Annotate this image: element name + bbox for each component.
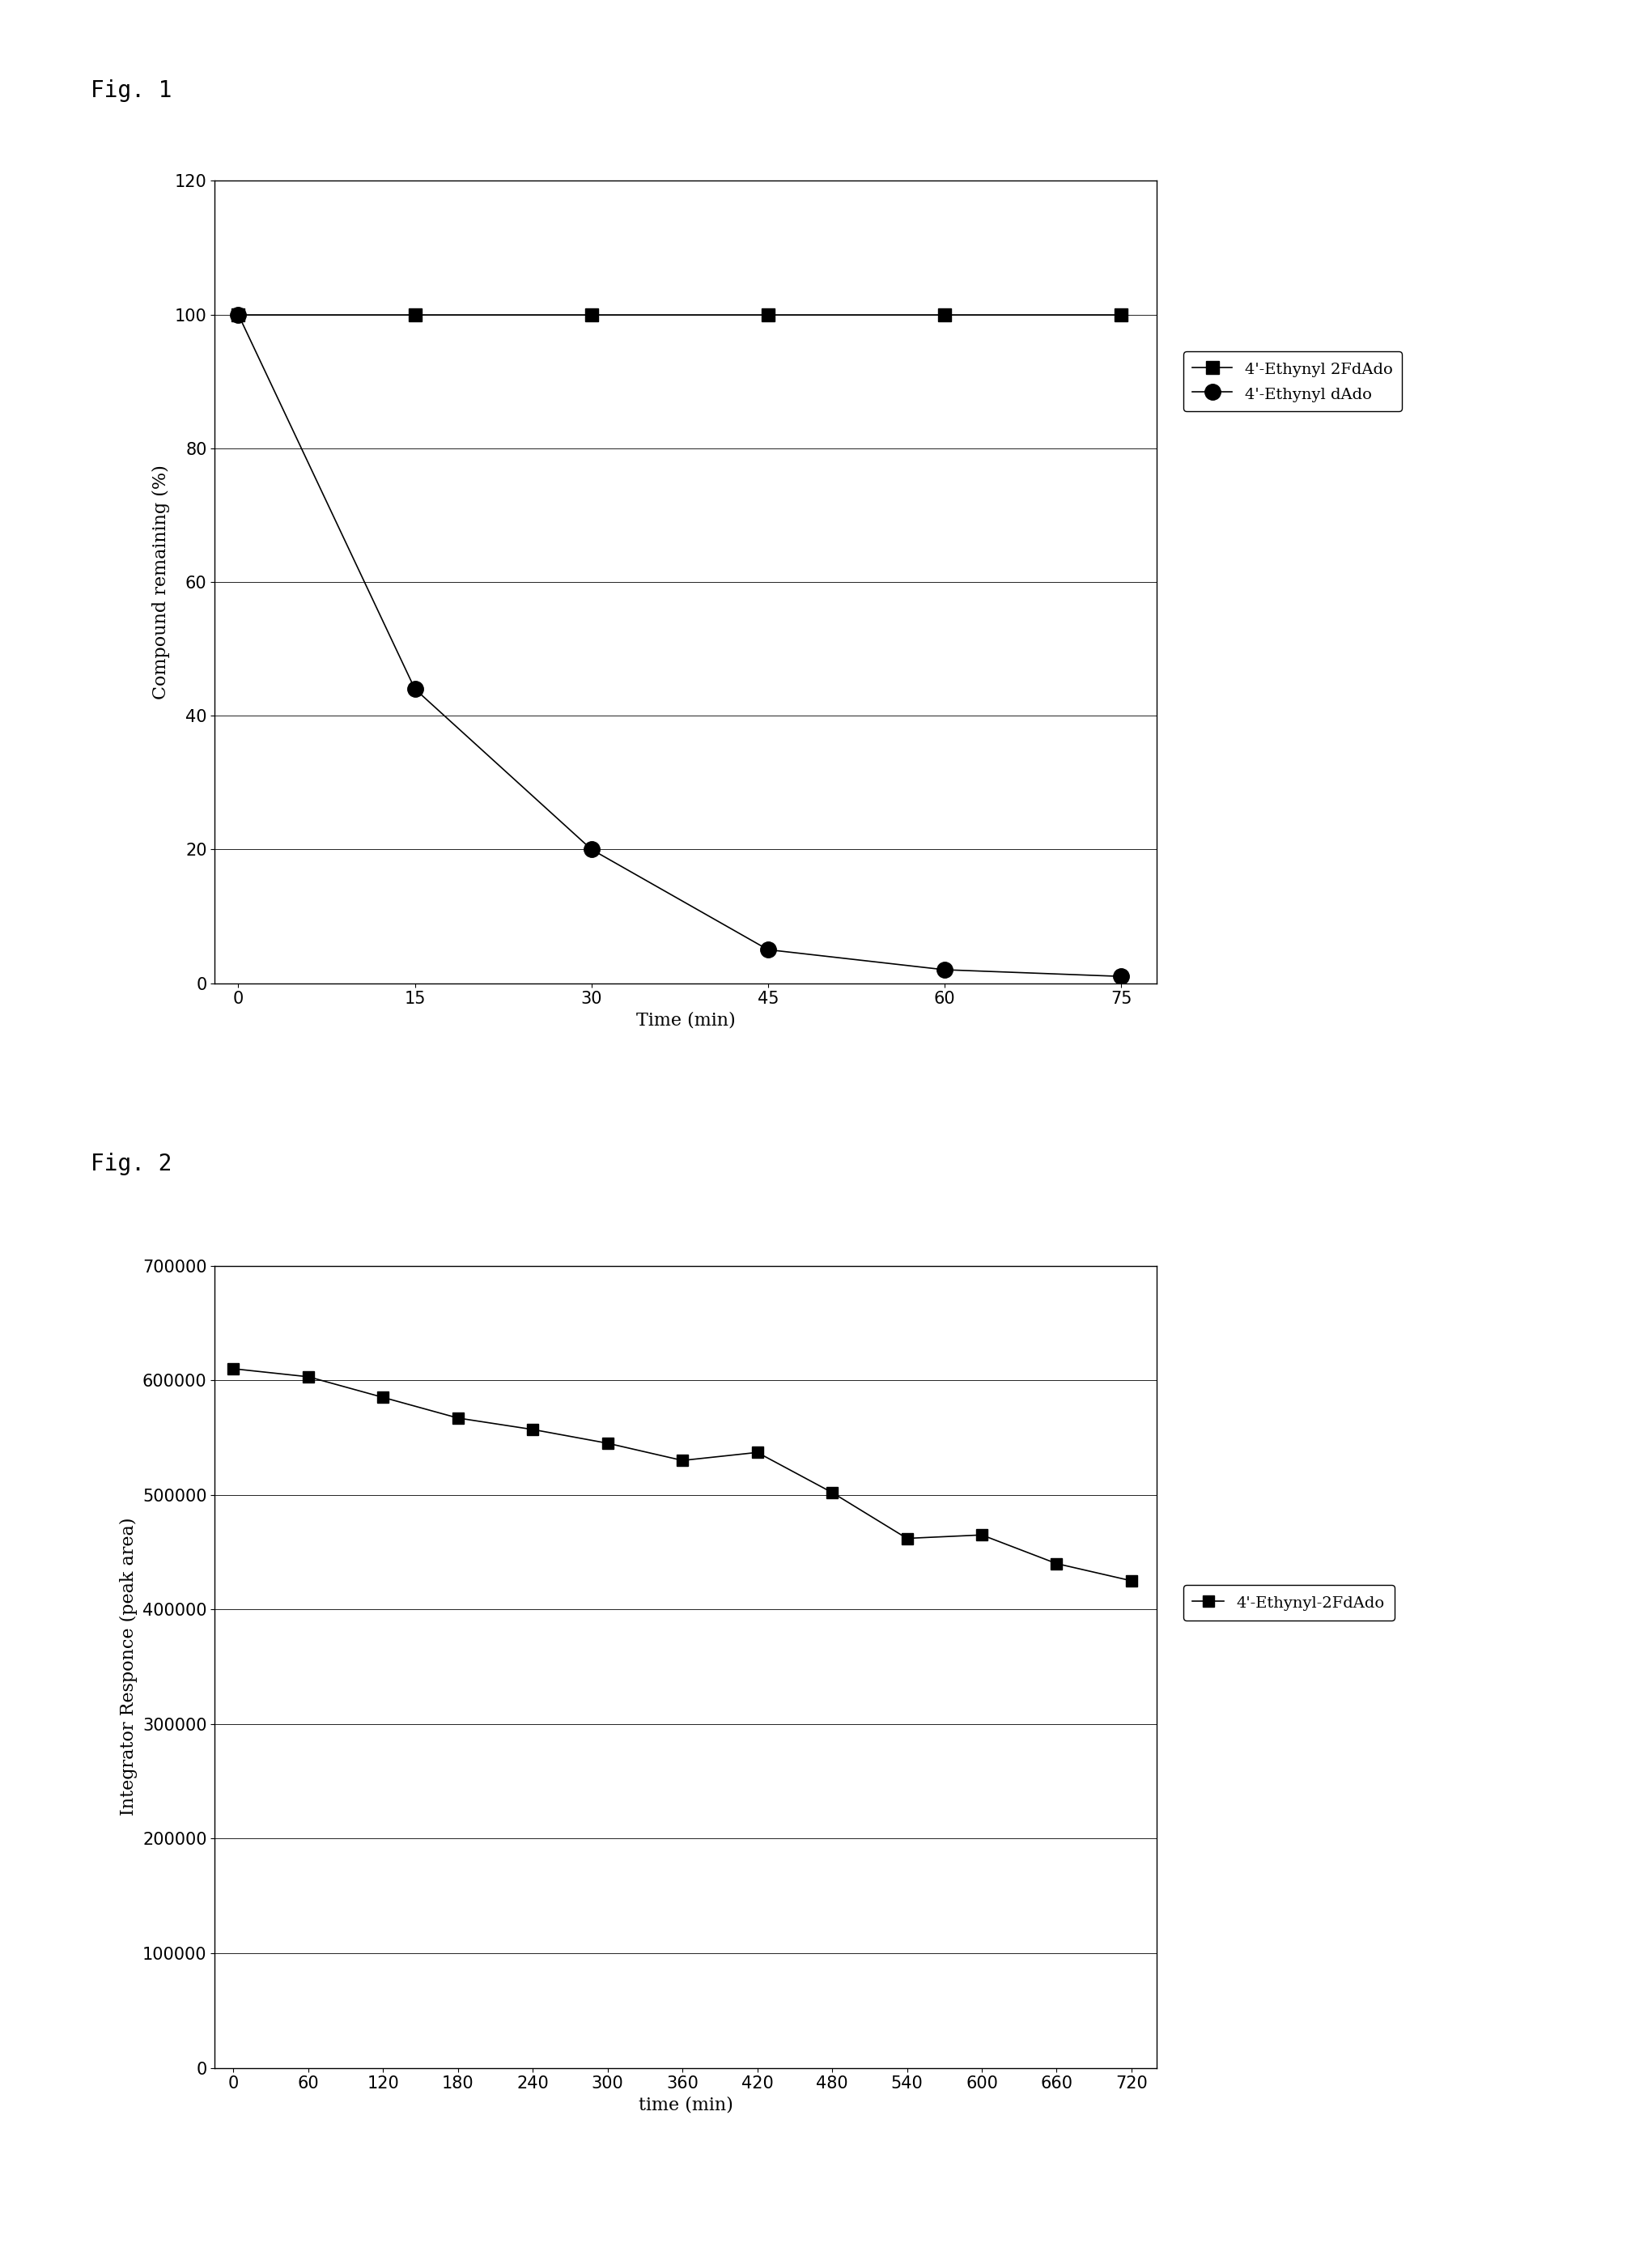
Legend: 4'-Ethynyl 2FdAdo, 4'-Ethynyl dAdo: 4'-Ethynyl 2FdAdo, 4'-Ethynyl dAdo [1183, 350, 1403, 411]
Line: 4'-Ethynyl-2FdAdo: 4'-Ethynyl-2FdAdo [228, 1363, 1137, 1587]
4'-Ethynyl 2FdAdo [582, 301, 601, 328]
4'-Ethynyl dAdo [405, 676, 425, 703]
X-axis label: time (min): time (min) [638, 2097, 733, 2115]
4'-Ethynyl-2FdAdo [299, 1363, 319, 1390]
4'-Ethynyl 2FdAdo [228, 301, 248, 328]
Legend: 4'-Ethynyl-2FdAdo: 4'-Ethynyl-2FdAdo [1183, 1584, 1394, 1620]
4'-Ethynyl dAdo [1112, 963, 1132, 990]
4'-Ethynyl-2FdAdo [897, 1526, 917, 1553]
4'-Ethynyl-2FdAdo [448, 1403, 468, 1431]
4'-Ethynyl-2FdAdo [747, 1440, 767, 1467]
4'-Ethynyl-2FdAdo [373, 1383, 393, 1410]
4'-Ethynyl-2FdAdo [1122, 1566, 1142, 1593]
4'-Ethynyl-2FdAdo [672, 1446, 692, 1474]
4'-Ethynyl 2FdAdo [1112, 301, 1132, 328]
Y-axis label: Integrator Responce (peak area): Integrator Responce (peak area) [121, 1519, 139, 1815]
Text: Fig. 1: Fig. 1 [91, 79, 172, 102]
4'-Ethynyl dAdo [758, 936, 778, 963]
Line: 4'-Ethynyl dAdo: 4'-Ethynyl dAdo [230, 307, 1128, 985]
4'-Ethynyl-2FdAdo [971, 1521, 991, 1548]
4'-Ethynyl-2FdAdo [223, 1356, 243, 1383]
4'-Ethynyl dAdo [582, 836, 601, 863]
4'-Ethynyl-2FdAdo [1047, 1550, 1067, 1577]
Text: Fig. 2: Fig. 2 [91, 1153, 172, 1175]
4'-Ethynyl-2FdAdo [598, 1431, 618, 1458]
Line: 4'-Ethynyl 2FdAdo: 4'-Ethynyl 2FdAdo [233, 307, 1127, 321]
Y-axis label: Compound remaining (%): Compound remaining (%) [152, 466, 170, 698]
4'-Ethynyl 2FdAdo [758, 301, 778, 328]
X-axis label: Time (min): Time (min) [636, 1012, 735, 1031]
4'-Ethynyl-2FdAdo [823, 1478, 843, 1505]
4'-Ethynyl dAdo [935, 956, 955, 983]
4'-Ethynyl-2FdAdo [524, 1417, 544, 1444]
4'-Ethynyl dAdo [228, 301, 248, 328]
4'-Ethynyl 2FdAdo [935, 301, 955, 328]
4'-Ethynyl 2FdAdo [405, 301, 425, 328]
